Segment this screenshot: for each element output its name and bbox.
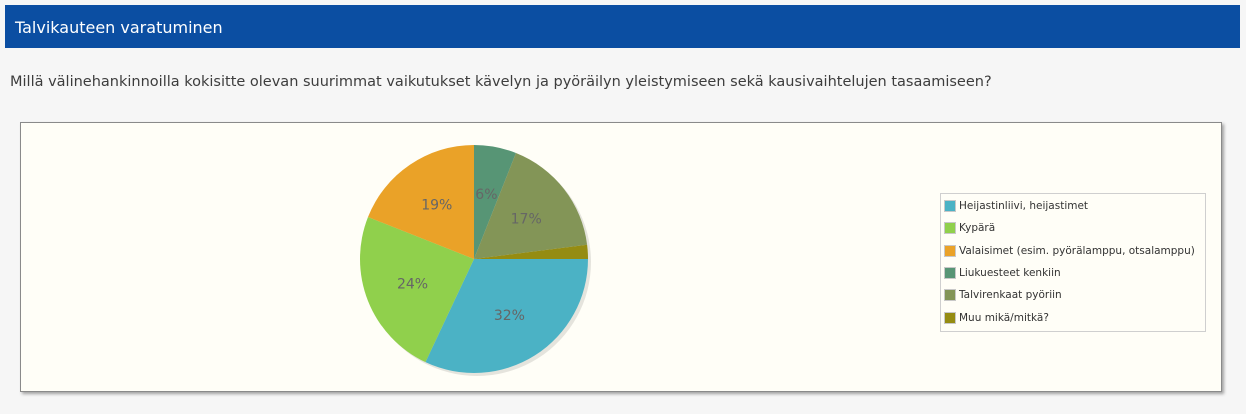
- chart-container: 32% 24% 19% 6% 17% Heijastinliivi, heijastim…: [20, 122, 1222, 392]
- legend-swatch: [944, 222, 956, 235]
- pie-data-label: 19%: [421, 197, 452, 213]
- legend-label: Muu mikä/mitkä?: [959, 311, 1049, 324]
- legend-label: Heijastinliivi, heijastimet: [959, 200, 1089, 213]
- legend-item: Liukuesteet kenkiin: [943, 262, 1205, 284]
- pie-slices: [360, 145, 588, 374]
- pie-data-label: 24%: [397, 276, 428, 292]
- pie-slice-5: [474, 153, 588, 259]
- chart-legend: Heijastinliivi, heijastimet Kypärä Valaisi…: [940, 193, 1206, 332]
- pie-slice-4: [474, 145, 516, 259]
- page-header: Talvikauteen varatuminen: [5, 5, 1240, 48]
- pie-slice-2: [360, 217, 474, 363]
- pie-data-label: 17%: [511, 212, 542, 228]
- legend-item: Kypärä: [943, 217, 1205, 239]
- legend-swatch: [944, 267, 956, 280]
- pie-data-label: 32%: [494, 308, 525, 324]
- pie-slice-6: [474, 244, 588, 259]
- legend-label: Talvirenkaat pyöriin: [959, 289, 1062, 302]
- pie-labels: 32% 24% 19% 6% 17%: [397, 187, 542, 324]
- legend-swatch: [944, 311, 956, 324]
- legend-swatch: [944, 200, 956, 213]
- pie-chart: 32% 24% 19% 6% 17%: [360, 145, 591, 377]
- legend-item: Valaisimet (esim. pyörälamppu, otsalampp…: [943, 240, 1205, 262]
- question-text: Millä välinehankinnoilla kokisitte oleva…: [10, 74, 992, 90]
- legend-item: Muu mikä/mitkä?: [943, 306, 1205, 328]
- pie-slice-1: [425, 259, 588, 374]
- legend-label: Valaisimet (esim. pyörälamppu, otsalampp…: [959, 244, 1195, 257]
- legend-swatch: [944, 244, 956, 257]
- legend-label: Liukuesteet kenkiin: [959, 267, 1061, 280]
- page-title: Talvikauteen varatuminen: [15, 18, 223, 37]
- pie-data-label: 6%: [475, 187, 497, 203]
- pie-slice-3: [368, 145, 474, 259]
- legend-item: Heijastinliivi, heijastimet: [943, 195, 1205, 217]
- legend-item: Talvirenkaat pyöriin: [943, 284, 1205, 306]
- legend-label: Kypärä: [959, 222, 996, 235]
- legend-swatch: [944, 289, 956, 302]
